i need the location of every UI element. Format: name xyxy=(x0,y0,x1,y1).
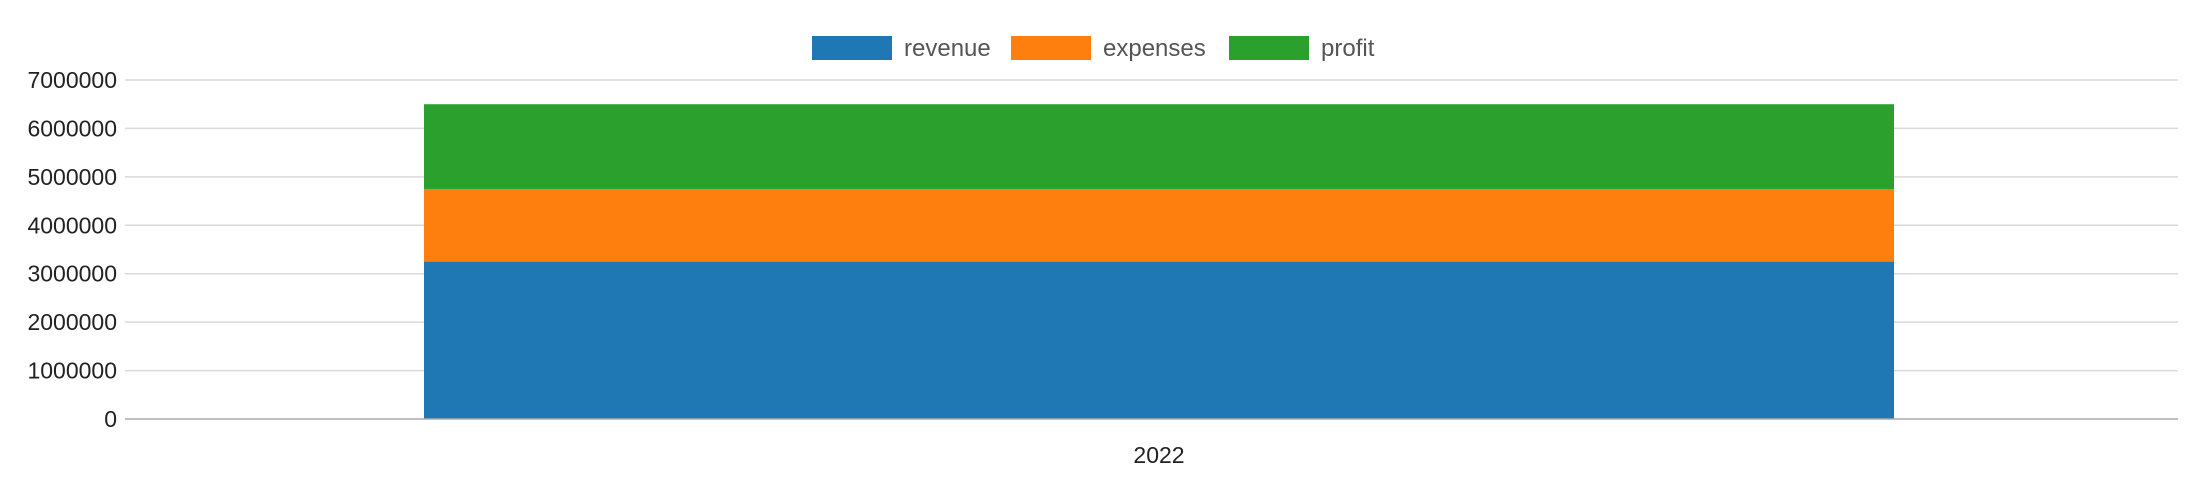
x-axis: 2022 xyxy=(125,418,2178,468)
y-tick-label: 5000000 xyxy=(27,164,117,190)
legend-swatch-expenses[interactable] xyxy=(1011,36,1091,60)
bars xyxy=(424,104,1894,419)
y-tick-label: 6000000 xyxy=(27,115,117,141)
legend-label-profit[interactable]: profit xyxy=(1321,35,1375,62)
x-tick-label: 2022 xyxy=(1133,442,1184,468)
y-tick-label: 0 xyxy=(104,406,117,432)
bar-expenses[interactable] xyxy=(424,188,1894,262)
legend: revenue expenses profit xyxy=(812,35,1375,62)
legend-swatch-profit[interactable] xyxy=(1229,36,1309,60)
legend-label-revenue[interactable]: revenue xyxy=(904,35,991,62)
y-tick-label: 7000000 xyxy=(27,67,117,93)
y-tick-label: 2000000 xyxy=(27,309,117,335)
y-tick-label: 1000000 xyxy=(27,358,117,384)
legend-label-expenses[interactable]: expenses xyxy=(1103,35,1206,62)
bar-profit[interactable] xyxy=(424,104,1894,189)
y-tick-label: 4000000 xyxy=(27,212,117,238)
y-tick-label: 3000000 xyxy=(27,261,117,287)
y-axis-ticks: 0 1000000 2000000 3000000 4000000 5000000 6000… xyxy=(27,67,117,432)
legend-swatch-revenue[interactable] xyxy=(812,36,892,60)
bar-revenue[interactable] xyxy=(424,261,1894,419)
